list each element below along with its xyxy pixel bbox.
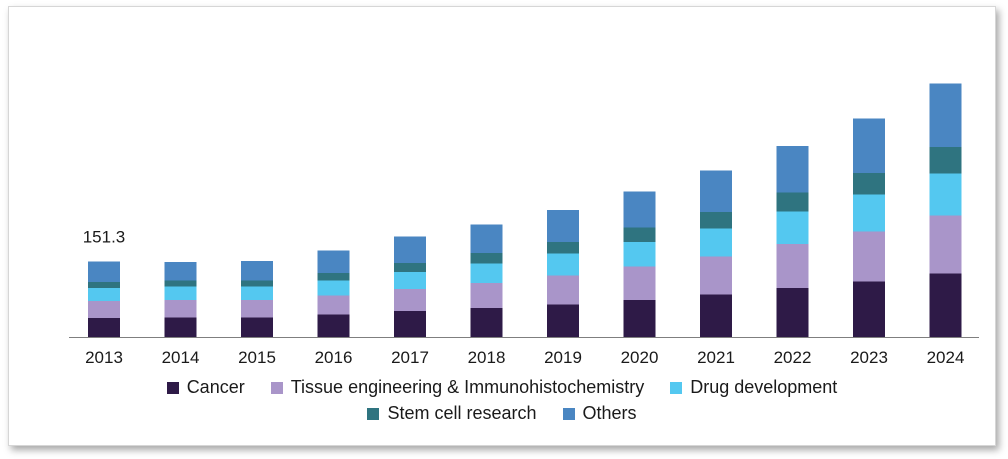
bar-segment-2019-others [547, 210, 579, 242]
bar-segment-2020-drug-development [623, 242, 656, 267]
bar-segment-2016-others [317, 250, 350, 273]
x-tick-label: 2020 [621, 348, 659, 367]
bar-segment-2016-drug-development [317, 280, 350, 296]
x-tick-label: 2022 [774, 348, 812, 367]
bar-segment-2015-tissue-engineering-immunohistochemistry [241, 300, 273, 318]
bar-segment-2016-stem-cell-research [317, 273, 350, 281]
bar-segment-2017-others [394, 236, 426, 263]
bar-segment-2016-cancer [317, 314, 350, 337]
x-tick-label: 2015 [238, 348, 276, 367]
bar-segment-2024-drug-development [929, 173, 962, 216]
bar-segment-2018-cancer [470, 308, 503, 337]
bar-segment-2019-cancer [547, 304, 579, 337]
bar-segment-2015-others [241, 261, 273, 281]
stacked-bar-chart: 2013 2014 2015 2016 2017 2018 2019 2020 2021 2022… [69, 83, 979, 367]
bar-segment-2015-drug-development [241, 286, 273, 300]
bar-segment-2024-tissue-engineering-immunohistochemistry [929, 215, 962, 274]
bar-segment-2021-tissue-engineering-immunohistochemistry [700, 256, 732, 295]
bar-segment-2013-stem-cell-research [88, 282, 120, 288]
bar-segment-2014-stem-cell-research [164, 280, 197, 287]
legend-swatch [270, 381, 283, 394]
bar-segment-2020-stem-cell-research [623, 227, 656, 242]
legend-swatch [367, 407, 380, 420]
x-tick-label: 2013 [85, 348, 123, 367]
bar-segment-2024-stem-cell-research [929, 147, 962, 174]
bar-segment-2015-stem-cell-research [241, 280, 273, 287]
legend-row-1: Cancer Tissue engineering & Immunohistoc… [9, 377, 995, 398]
bar-segment-2016-tissue-engineering-immunohistochemistry [317, 295, 350, 315]
bar-segment-2023-cancer [853, 281, 885, 337]
bar-segment-2017-tissue-engineering-immunohistochemistry [394, 289, 426, 311]
bar-segment-2018-stem-cell-research [470, 253, 503, 264]
legend-label: Drug development [690, 377, 838, 397]
bar-segment-2013-others [88, 261, 120, 282]
data-label: 151.3 [83, 228, 126, 247]
bar-segment-2021-stem-cell-research [700, 212, 732, 229]
bar-segment-2014-drug-development [164, 286, 197, 300]
bar-segment-2020-others [623, 191, 656, 228]
bar-segment-2018-drug-development [470, 263, 503, 283]
bar-segment-2021-drug-development [700, 228, 732, 257]
legend-item-drug-development: Drug development [670, 377, 837, 398]
legend-item-cancer: Cancer [166, 377, 245, 398]
bar-segment-2013-drug-development [88, 288, 120, 301]
x-tick-label: 2024 [927, 348, 965, 367]
bar-segment-2021-cancer [700, 294, 732, 337]
bar-segment-2022-stem-cell-research [776, 192, 809, 212]
legend-swatch [562, 407, 575, 420]
legend-row-2: Stem cell research Others [9, 403, 995, 424]
bar-segment-2019-stem-cell-research [547, 242, 579, 254]
bar-segment-2024-cancer [929, 273, 962, 337]
bar-segment-2023-stem-cell-research [853, 173, 885, 195]
bar-segment-2022-drug-development [776, 211, 809, 244]
bar-segment-2023-others [853, 118, 885, 173]
bar-segment-2018-tissue-engineering-immunohistochemistry [470, 283, 503, 308]
x-tick-label: 2021 [697, 348, 735, 367]
x-tick-label: 2019 [544, 348, 582, 367]
legend-label: Others [582, 403, 637, 423]
bar-segment-2019-tissue-engineering-immunohistochemistry [547, 275, 579, 305]
legend-label: Tissue engineering & Immunohistochemistr… [290, 377, 645, 397]
bar-segment-2014-others [164, 262, 197, 281]
legend-label: Stem cell research [387, 403, 537, 423]
chart-frame: 2013 2014 2015 2016 2017 2018 2019 2020 2021 2022… [8, 6, 996, 446]
legend-item-stem-cell-research: Stem cell research [367, 403, 537, 424]
x-tick-label: 2014 [162, 348, 200, 367]
bar-segment-2023-tissue-engineering-immunohistochemistry [853, 231, 885, 282]
bar-segment-2017-drug-development [394, 272, 426, 289]
bar-segment-2015-cancer [241, 317, 273, 337]
bar-segment-2014-tissue-engineering-immunohistochemistry [164, 300, 197, 318]
x-tick-label: 2018 [468, 348, 506, 367]
bar-segment-2020-tissue-engineering-immunohistochemistry [623, 266, 656, 300]
x-tick-label: 2016 [315, 348, 353, 367]
bar-segment-2022-tissue-engineering-immunohistochemistry [776, 244, 809, 288]
legend-swatch [670, 381, 683, 394]
bar-segment-2017-stem-cell-research [394, 263, 426, 272]
legend-swatch [166, 381, 179, 394]
bar-segment-2021-others [700, 170, 732, 212]
bar-segment-2019-drug-development [547, 253, 579, 276]
bar-segment-2013-cancer [88, 318, 120, 337]
legend-item-others: Others [562, 403, 637, 424]
bar-segment-2022-cancer [776, 288, 809, 337]
bar-segment-2024-others [929, 83, 962, 147]
x-tick-label: 2017 [391, 348, 429, 367]
bar-segment-2020-cancer [623, 300, 656, 337]
bar-segment-2018-others [470, 224, 503, 253]
legend-item-tissue-engineering: Tissue engineering & Immunohistochemistr… [270, 377, 645, 398]
x-tick-label: 2023 [850, 348, 888, 367]
bar-segment-2022-others [776, 146, 809, 193]
bar-segment-2014-cancer [164, 317, 197, 337]
bar-segment-2017-cancer [394, 311, 426, 337]
bar-segment-2013-tissue-engineering-immunohistochemistry [88, 301, 120, 318]
bar-segment-2023-drug-development [853, 194, 885, 232]
legend-label: Cancer [186, 377, 245, 397]
